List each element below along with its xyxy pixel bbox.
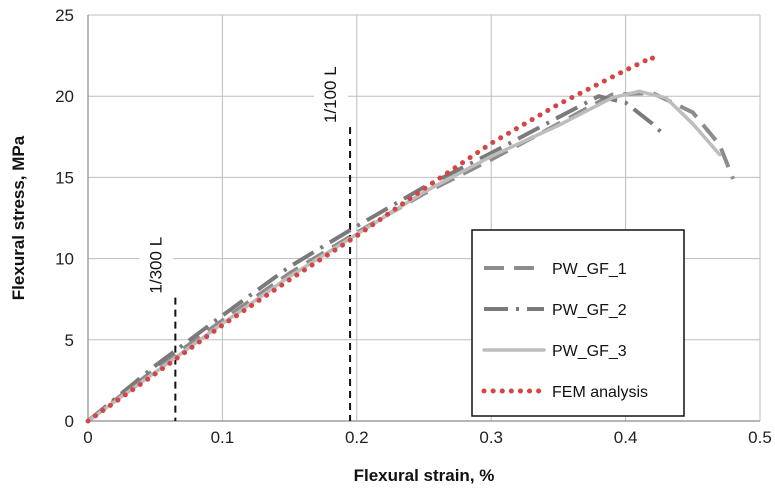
series-line-pw-gf-1: [86, 90, 735, 423]
axes: [87, 15, 760, 422]
y-tick-label: 5: [65, 331, 74, 350]
x-tick-label: 0: [83, 428, 92, 447]
annotations: 1/300 L 1/100 L: [139, 37, 352, 421]
x-tick-label: 0.4: [614, 428, 638, 447]
x-tick-label: 0.2: [345, 428, 369, 447]
y-axis-title: Flexural stress, MPa: [9, 135, 28, 300]
series-lines: [85, 54, 735, 424]
y-tick-label: 15: [55, 168, 74, 187]
y-tick-label: 10: [55, 250, 74, 269]
annotation-label: 1/100 L: [321, 66, 340, 123]
y-tick-label: 25: [55, 6, 74, 25]
y-tick-label: 0: [65, 412, 74, 431]
x-tick-label: 0.1: [211, 428, 235, 447]
annotation-label-bg-0: [139, 207, 174, 296]
legend-box: [471, 229, 685, 417]
legend-label: PW_GF_3: [552, 343, 627, 360]
annotation-label: 1/300 L: [146, 237, 165, 294]
legend-label: FEM analysis: [552, 384, 648, 401]
x-tick-label: 0.5: [748, 428, 772, 447]
legend-label: PW_GF_1: [552, 261, 627, 278]
annotation-label-bg-1: [314, 37, 349, 126]
series-line-fem-analysis: [85, 54, 655, 424]
y-tick-label: 20: [55, 87, 74, 106]
x-axis-title: Flexural strain, %: [354, 466, 495, 485]
legend: PW_GF_1 PW_GF_2 PW_GF_3 FEM analysis: [471, 229, 685, 417]
series-line-pw-gf-2: [86, 94, 668, 423]
x-tick-label: 0.3: [479, 428, 503, 447]
tick-labels: 0 0.1 0.2 0.3 0.4 0.5 0 5 10 15 20 25: [55, 6, 772, 447]
legend-label: PW_GF_2: [552, 302, 627, 319]
